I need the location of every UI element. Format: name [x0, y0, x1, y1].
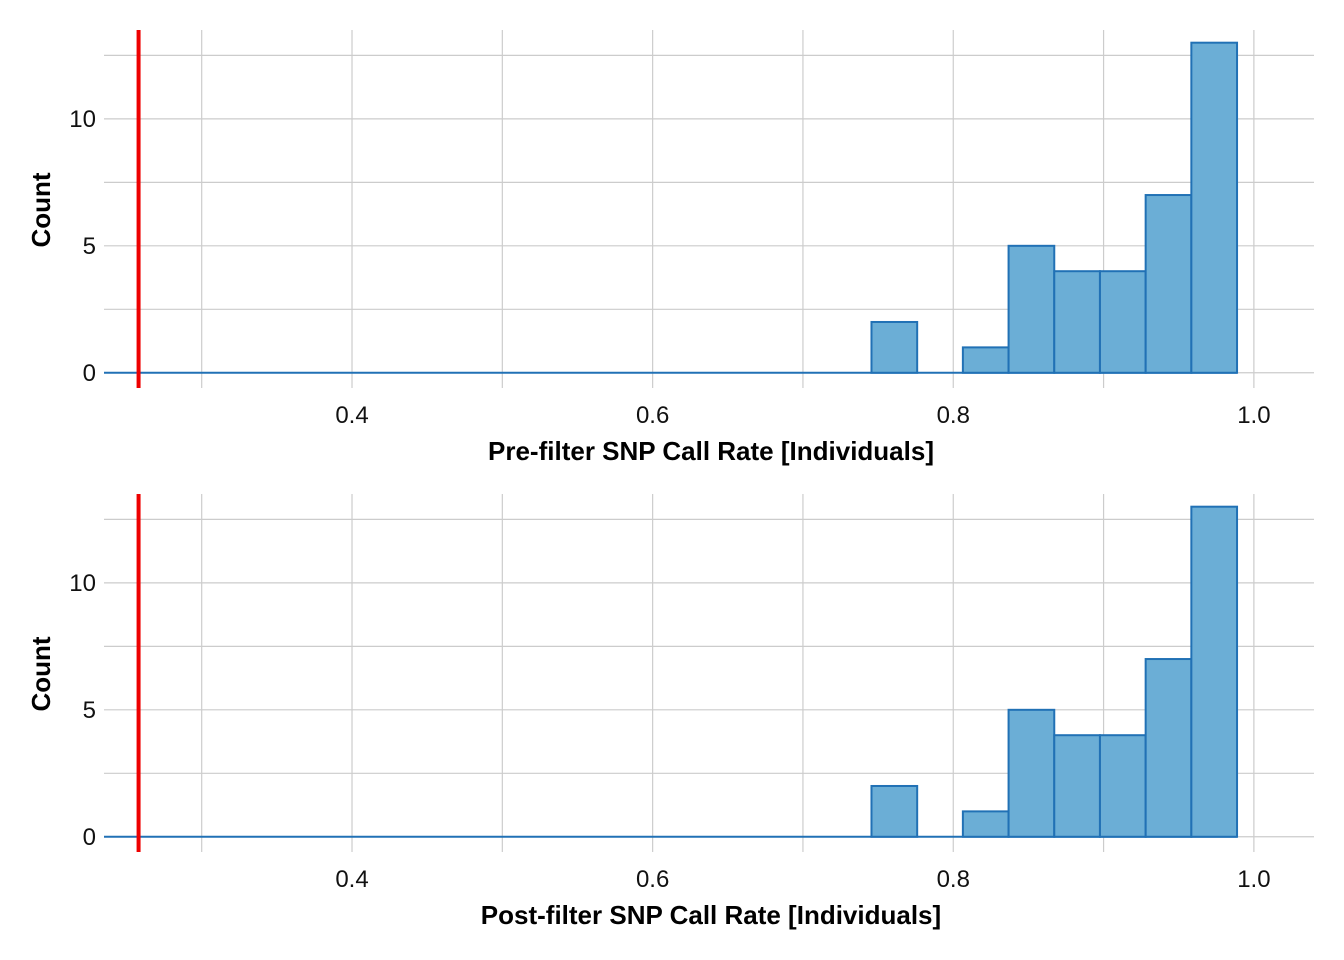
- x-tick-label: 0.4: [335, 402, 368, 429]
- histogram-bar: [961, 810, 1010, 838]
- histogram-bars: [870, 505, 1239, 838]
- histogram-bar: [870, 320, 919, 374]
- histogram-bar: [1053, 734, 1101, 838]
- histogram-bar: [1007, 244, 1056, 374]
- histogram-bar: [1190, 41, 1239, 374]
- histogram-bar: [870, 784, 919, 838]
- x-axis-title: Pre-filter SNP Call Rate [Individuals]: [488, 436, 934, 466]
- histogram-bar: [1144, 658, 1193, 838]
- x-tick-label: 0.8: [937, 866, 970, 893]
- x-tick-labels: 0.4 0.6 0.8 1.0: [335, 866, 1270, 893]
- x-tick-label: 1.0: [1237, 866, 1270, 893]
- y-tick-label: 0: [83, 824, 96, 851]
- histogram-bar: [1190, 505, 1239, 838]
- histogram-bar: [961, 346, 1010, 374]
- y-tick-label: 5: [83, 697, 96, 724]
- histogram-bar: [1007, 708, 1056, 838]
- y-tick-labels: 0 5 10: [69, 570, 96, 851]
- x-tick-label: 1.0: [1237, 402, 1270, 429]
- y-tick-label: 10: [69, 106, 96, 133]
- y-axis-title: Count: [26, 172, 56, 247]
- histogram-panel-post-filter: 0.4 0.6 0.8 1.0 0 5 10 Post-filter SNP Call R…: [26, 494, 1314, 930]
- histogram-panel-pre-filter: 0.4 0.6 0.8 1.0 0 5 10 Pre-filter SNP Call Ra…: [26, 30, 1314, 466]
- histogram-bar: [1053, 270, 1101, 374]
- x-tick-labels: 0.4 0.6 0.8 1.0: [335, 402, 1270, 429]
- y-tick-label: 0: [83, 360, 96, 387]
- histogram-bar: [1144, 194, 1193, 374]
- x-tick-label: 0.6: [636, 866, 669, 893]
- x-tick-label: 0.6: [636, 402, 669, 429]
- y-tick-labels: 0 5 10: [69, 106, 96, 387]
- histogram-bar: [1098, 270, 1147, 374]
- x-tick-label: 0.4: [335, 866, 368, 893]
- x-axis-title: Post-filter SNP Call Rate [Individuals]: [481, 900, 941, 930]
- y-tick-label: 5: [83, 233, 96, 260]
- histogram-bar: [1098, 734, 1147, 838]
- histogram-bars: [870, 41, 1239, 374]
- y-tick-label: 10: [69, 570, 96, 597]
- x-tick-label: 0.8: [937, 402, 970, 429]
- y-axis-title: Count: [26, 636, 56, 711]
